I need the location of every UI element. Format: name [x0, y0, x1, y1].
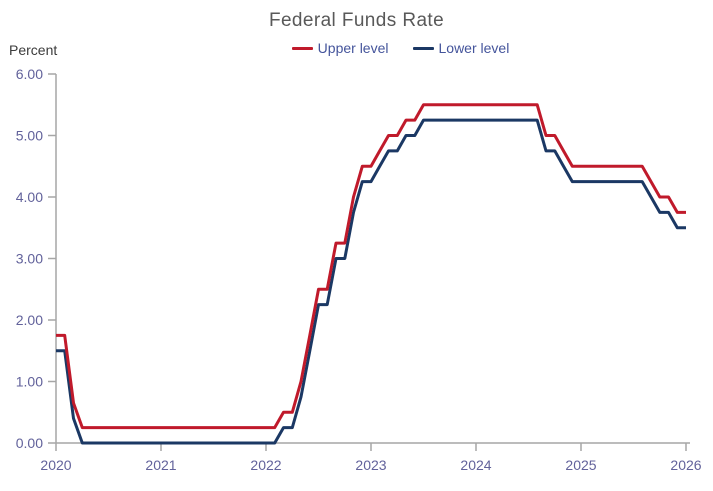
upper-level-line	[56, 103, 686, 430]
y-tick-label: 4.00	[16, 189, 43, 205]
legend-item-upper: Upper level	[291, 40, 389, 56]
legend-item-lower: Lower level	[412, 40, 510, 56]
y-tick-label: 0.00	[16, 435, 43, 451]
x-tick-label: 2020	[40, 457, 71, 473]
y-tick-label: 5.00	[16, 128, 43, 144]
legend-label-upper: Upper level	[317, 40, 389, 56]
lower-level-line	[56, 118, 686, 445]
legend: Upper level Lower level	[44, 40, 713, 56]
legend-label-lower: Lower level	[438, 40, 510, 56]
chart-title: Federal Funds Rate	[268, 10, 445, 31]
y-tick-label: 6.00	[16, 66, 43, 82]
legend-swatch-upper-icon	[291, 46, 313, 50]
x-tick-label: 2024	[460, 457, 491, 473]
y-axis-unit-label: Percent	[9, 42, 58, 58]
x-tick-label: 2025	[565, 457, 596, 473]
y-tick-label: 1.00	[16, 374, 43, 390]
x-tick-label: 2022	[250, 457, 281, 473]
y-tick-label: 2.00	[16, 312, 43, 328]
legend-swatch-lower-icon	[412, 46, 434, 50]
x-tick-label: 2023	[355, 457, 386, 473]
x-tick-label: 2021	[145, 457, 176, 473]
x-tick-label: 2026	[670, 457, 701, 473]
y-tick-label: 3.00	[16, 251, 43, 267]
